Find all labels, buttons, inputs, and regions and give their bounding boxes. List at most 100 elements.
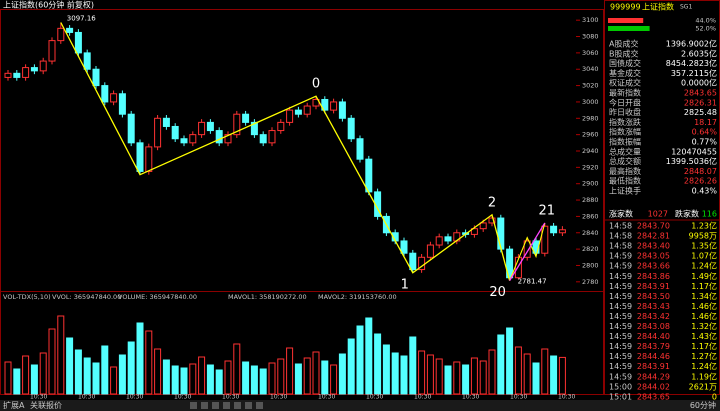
tick-price: 2843.79 (637, 342, 670, 351)
candle-body (13, 72, 21, 78)
y-tick-label: 2920 (582, 163, 599, 171)
tick-volume: 1.19亿 (691, 371, 717, 381)
tick-volume: 1.23亿 (691, 221, 717, 231)
candle-body (224, 134, 232, 144)
volume-bar (101, 345, 109, 395)
tick-price: 2843.91 (637, 362, 670, 371)
tick-time: 14:59 (609, 372, 632, 381)
tick-price: 2843.08 (637, 322, 670, 331)
quote-label: A股成交 (609, 39, 638, 49)
volume-bar (206, 364, 214, 395)
quote-label: 国债成交 (609, 58, 641, 68)
y-tick-label: 3020 (582, 82, 599, 90)
annotation: 21 (539, 203, 556, 218)
volume-bar (162, 359, 170, 395)
y-tick-label: 2860 (582, 212, 599, 220)
volume-bar (13, 368, 21, 395)
candle-body (57, 27, 65, 42)
volume-bar (532, 362, 540, 395)
candle-body (541, 225, 549, 254)
footer-tab[interactable]: 关联报价 (30, 400, 62, 410)
tick-volume: 1.34亿 (691, 291, 717, 301)
breadth: 1027 (648, 210, 668, 219)
candle-body (145, 146, 153, 172)
tick-time: 14:58 (609, 232, 632, 241)
candle-body (4, 72, 12, 78)
volume-bar (523, 353, 531, 395)
tick-price: 2843.42 (637, 312, 670, 321)
tick-volume: 1.24亿 (691, 361, 717, 371)
tick-time: 14:59 (609, 322, 632, 331)
y-tick-label: 3100 (582, 16, 599, 24)
y-tick-label: 3000 (582, 98, 599, 106)
quote-value: 0.43% (692, 187, 718, 196)
volume-bar (66, 337, 74, 395)
x-tick-label: 10:30 (366, 394, 383, 401)
volume-bar (242, 361, 250, 395)
volume-bar (22, 355, 30, 395)
x-tick-label: 10:30 (462, 394, 479, 401)
quote-value: 120470455 (671, 147, 717, 156)
volume-bar (286, 347, 294, 395)
footer-tab[interactable]: 扩展A (3, 400, 25, 410)
volume-bar (110, 366, 118, 395)
wave-line (509, 222, 546, 281)
y-tick-label: 2780 (582, 278, 599, 286)
candle-body (30, 67, 38, 72)
tick-time: 14:59 (609, 352, 632, 361)
candle-body (101, 85, 109, 103)
tick-price: 2843.40 (637, 242, 670, 251)
tick-volume: 1.43亿 (691, 331, 717, 341)
volume-bar (541, 348, 549, 395)
tick-volume: 1.46亿 (691, 311, 717, 321)
tick-volume: 1.32亿 (691, 321, 717, 331)
tick-price: 2843.50 (637, 292, 670, 301)
volume-bar (453, 361, 461, 395)
volume-bar (154, 348, 162, 395)
quote-value: 1399.5036亿 (666, 156, 717, 166)
volume-bar (92, 362, 100, 395)
period-label[interactable]: 60分钟 (690, 400, 716, 410)
quote-code: 999999 (610, 3, 641, 12)
candle-body (347, 117, 355, 140)
tick-price: 2843.05 (637, 252, 670, 261)
tick-price: 2843.66 (637, 262, 670, 271)
candle-body (286, 109, 294, 123)
volume-bar (294, 363, 302, 395)
x-tick-label: 10:30 (78, 394, 95, 401)
volume-bar (400, 355, 408, 395)
tick-price: 2843.70 (637, 222, 670, 231)
volume-bar (374, 333, 382, 395)
tick-time: 14:59 (609, 272, 632, 281)
volume-bar (57, 315, 65, 395)
candle-body (479, 222, 487, 230)
volume-bar (198, 356, 206, 395)
y-tick-label: 2900 (582, 180, 599, 188)
volume-bar (224, 360, 232, 395)
breadth: 涨家数 (609, 209, 633, 219)
volume-bar (48, 328, 56, 395)
annotation: 2781.47 (518, 278, 547, 286)
tick-volume: 1.35亿 (691, 241, 717, 251)
y-tick-label: 2880 (582, 196, 599, 204)
quote-label: 最低指数 (609, 176, 641, 186)
candle-body (92, 68, 100, 87)
y-tick-label: 2980 (582, 114, 599, 122)
quote-value: 0.0000亿 (681, 78, 717, 88)
candle-body (215, 130, 223, 144)
tick-time: 14:58 (609, 242, 632, 251)
candle-body (22, 67, 30, 78)
quote-label: 指数涨跌 (609, 117, 641, 127)
volume-bar (356, 325, 364, 395)
x-tick-label: 10:30 (174, 394, 191, 401)
volume-header: MAVOL1: 358190272.00 (228, 293, 307, 301)
x-tick-label: 10:30 (30, 394, 47, 401)
volume-header: VOLUME: 365947840.00 (118, 293, 197, 301)
volume-bar (180, 367, 188, 395)
volume-panel (0, 291, 604, 395)
x-tick-label: 10:30 (510, 394, 527, 401)
toolbar-icons (190, 402, 263, 409)
quote-label: 昨日收盘 (609, 107, 641, 117)
annotation: 1 (401, 277, 409, 292)
